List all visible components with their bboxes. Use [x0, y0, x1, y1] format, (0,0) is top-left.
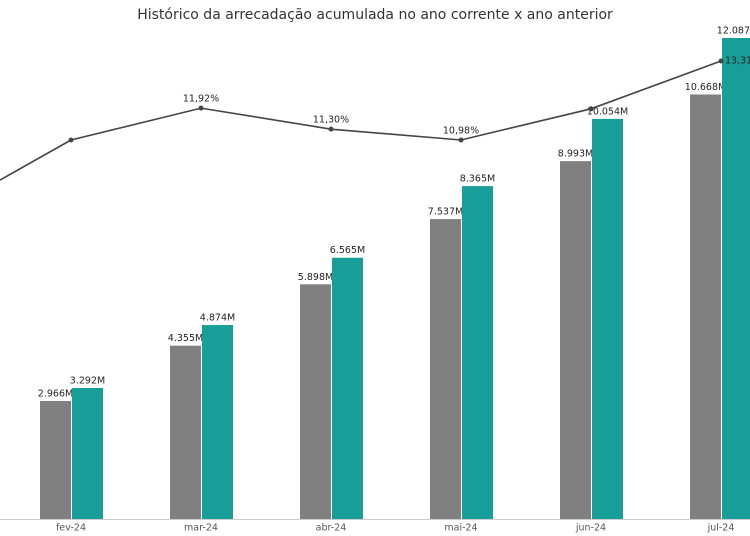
line-point [68, 137, 74, 143]
bar [690, 94, 721, 520]
bar-label: 12.087M [717, 26, 750, 37]
line-point [328, 126, 334, 132]
x-tick-label: mar-24 [184, 523, 218, 534]
bar [592, 118, 623, 520]
chart-title: Histórico da arrecadação acumulada no an… [137, 7, 613, 23]
bar-label: 2.966M [38, 388, 73, 399]
bar [300, 284, 331, 519]
bar-label: 10.668M [685, 82, 726, 93]
bar-label: 8.365M [460, 174, 495, 185]
line-point [588, 106, 594, 112]
bar-label: 10.054M [587, 106, 628, 117]
bar [170, 345, 201, 519]
x-tick-label: abr-24 [316, 523, 347, 534]
bar [202, 325, 233, 519]
line-label: 10,98% [443, 126, 479, 137]
bar [722, 38, 750, 519]
x-tick-label: jun-24 [575, 523, 606, 534]
line-point [718, 58, 724, 64]
bar-label: 5.898M [298, 272, 333, 283]
bar-label: 4.874M [200, 313, 235, 324]
bar [40, 400, 71, 519]
bar [72, 387, 103, 519]
bar [560, 161, 591, 519]
bar-label: 3.292M [70, 375, 105, 386]
bar [462, 186, 493, 519]
x-tick-label: fev-24 [56, 523, 86, 534]
line-label: 13,31% [725, 56, 750, 67]
line-point [458, 137, 464, 143]
line-lead [0, 139, 72, 181]
x-tick-label: jul-24 [707, 523, 735, 534]
bar-label: 7.537M [428, 207, 463, 218]
line-label: 11,92% [183, 94, 219, 105]
bar-label: 8.993M [558, 149, 593, 160]
bar [430, 219, 461, 519]
line-label: 11,30% [313, 115, 349, 126]
x-tick-label: mai-24 [444, 523, 477, 534]
bar [332, 257, 363, 519]
line [70, 60, 722, 141]
bar-label: 6.565M [330, 245, 365, 256]
bar-label: 4.355M [168, 333, 203, 344]
line-point [198, 105, 204, 111]
